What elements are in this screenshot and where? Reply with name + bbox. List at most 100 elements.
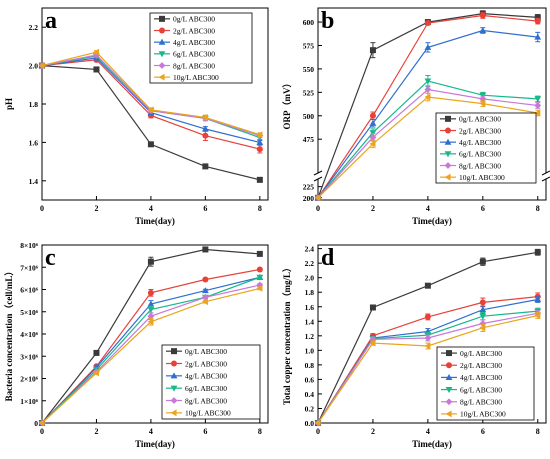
data-point [479, 299, 486, 306]
y-tick-label: 0.2 [305, 404, 315, 413]
data-point [256, 139, 264, 145]
x-axis-label: Time(day) [135, 216, 175, 226]
data-point [147, 258, 154, 265]
legend-marker [171, 360, 177, 367]
data-point [93, 66, 100, 73]
legend-label: 4g/L ABC300 [459, 138, 501, 147]
data-point [534, 296, 542, 303]
legend-label: 6g/L ABC300 [185, 384, 227, 393]
y-tick-label: 2.2 [29, 23, 39, 32]
y-axis-label: pH [4, 98, 14, 110]
y-tick-label: 2.0 [305, 274, 315, 283]
data-point [147, 300, 155, 307]
x-tick-label: 2 [371, 427, 375, 436]
x-tick-label: 8 [258, 427, 262, 436]
data-point [38, 419, 45, 427]
axis-break-mark [541, 176, 550, 182]
legend-label: 6g/L ABC300 [460, 385, 502, 394]
legend-label: 10g/L ABC300 [173, 73, 219, 82]
legend-marker [445, 115, 451, 122]
data-point [256, 131, 263, 139]
y-tick-label: 2.2 [305, 259, 315, 268]
data-point [479, 100, 486, 107]
data-point [534, 18, 541, 25]
data-point [256, 266, 263, 273]
y-tick-label: 0.8 [305, 361, 315, 370]
data-point [369, 140, 376, 148]
legend-label: 2g/L ABC300 [460, 361, 502, 370]
data-point [256, 274, 264, 281]
legend-marker [158, 51, 166, 58]
y-tick-label: 1.0 [305, 346, 315, 355]
data-point [424, 282, 431, 289]
x-tick-label: 2 [371, 204, 375, 213]
axis-break-mark [313, 170, 323, 176]
legend-label: 0g/L ABC300 [185, 347, 227, 356]
y-tick-label: 1×10⁶ [20, 397, 39, 406]
series-5 [38, 48, 263, 139]
data-point [93, 51, 100, 59]
legend-label: 4g/L ABC300 [173, 38, 215, 47]
legend-label: 8g/L ABC300 [459, 161, 501, 170]
legend-label: 6g/L ABC300 [173, 50, 215, 59]
y-tick-label: 2×10⁶ [20, 375, 39, 384]
data-point [479, 12, 486, 19]
y-tick-label: 3×10⁶ [20, 352, 39, 361]
x-tick-label: 4 [149, 427, 153, 436]
legend: 0g/L ABC300 2g/L ABC300 4g/L ABC300 6g/L AB… [435, 112, 537, 184]
legend-marker [171, 348, 177, 355]
y-tick-label: 0.0 [305, 419, 315, 428]
data-point [256, 146, 263, 153]
plot-frame [317, 244, 547, 424]
legend-label: 4g/L ABC300 [460, 373, 502, 382]
data-point [534, 14, 541, 21]
data-point [201, 298, 208, 306]
data-point [369, 130, 377, 137]
data-point [479, 324, 486, 332]
legend-marker [445, 127, 451, 134]
series-5 [38, 284, 263, 427]
y-tick-label: 525 [303, 88, 315, 97]
data-point [202, 163, 209, 170]
data-point [534, 33, 542, 40]
data-point [534, 312, 541, 319]
legend-label: 4g/L ABC300 [185, 372, 227, 381]
series-5 [314, 312, 541, 427]
y-tick-label: 1.2 [305, 332, 315, 341]
data-point [147, 312, 155, 320]
legend-marker [446, 350, 452, 357]
legend-label: 10g/L ABC300 [185, 409, 231, 418]
legend: 0g/L ABC300 2g/L ABC300 4g/L ABC300 6g/L AB… [149, 12, 253, 84]
data-point [534, 249, 541, 256]
legend-label: 0g/L ABC300 [173, 15, 215, 24]
x-tick-label: 6 [481, 204, 485, 213]
chart-panel-b: 0 2 4 6 8 200 225 475 500 525 550 575 600 Time(day) OR… [282, 7, 550, 226]
y-tick-label: 1.8 [305, 288, 315, 297]
x-tick-label: 2 [94, 204, 98, 213]
x-tick-label: 0 [40, 204, 44, 213]
data-point [479, 306, 487, 313]
chart-panel-d: 0 2 4 6 8 0.0 0.2 0.4 0.6 0.8 1.0 1.2 1.4 1.6 1.8 2.0 2.… [282, 244, 547, 449]
x-tick-label: 4 [426, 204, 430, 213]
y-tick-label: 0.4 [305, 390, 315, 399]
panel-label: d [321, 245, 335, 271]
legend-marker [445, 410, 452, 418]
data-point [479, 27, 487, 34]
data-point [424, 19, 431, 26]
y-tick-label: 1.8 [29, 100, 39, 109]
legend-box [435, 112, 537, 184]
y-tick-label: 5×10⁶ [20, 308, 39, 317]
y-tick-label: 0.6 [305, 375, 315, 384]
chart-panel-a: 0 2 4 6 8 1.4 1.6 1.8 2.0 2.2 Time(day) pH a 0g/L ABC… [4, 7, 269, 226]
legend: 0g/L ABC300 2g/L ABC300 4g/L ABC300 6g/L AB… [436, 346, 535, 421]
data-point [202, 132, 209, 139]
legend-label: 8g/L ABC300 [460, 398, 502, 407]
y-tick-label: 1.6 [305, 303, 315, 312]
data-point [479, 258, 486, 265]
axis-break-mask [542, 173, 550, 179]
data-point [534, 109, 541, 117]
legend-marker [159, 27, 165, 34]
data-point [369, 112, 376, 119]
legend-marker [170, 409, 177, 417]
data-point [38, 62, 45, 69]
